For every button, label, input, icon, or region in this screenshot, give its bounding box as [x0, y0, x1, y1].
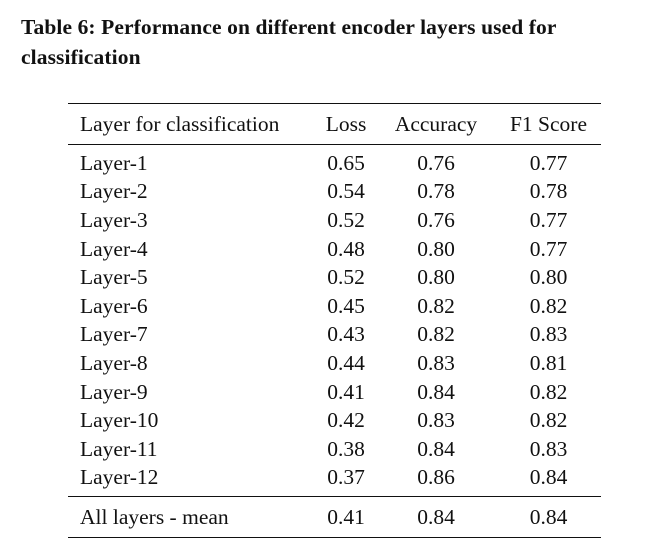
table-row: Layer-9 0.41 0.84 0.82	[68, 378, 601, 407]
cell-accuracy: 0.80	[417, 265, 455, 290]
header-layer: Layer for classification	[80, 111, 280, 136]
cell-layer: Layer-10	[80, 408, 159, 433]
cell-loss: 0.43	[327, 322, 365, 347]
cell-f1-score: 0.82	[529, 379, 568, 404]
table-row: Layer-11 0.38 0.84 0.83	[68, 435, 601, 464]
cell-f1-score: 0.83	[529, 322, 568, 347]
cell-f1-score: 0.77	[529, 236, 568, 261]
cell-accuracy: 0.84	[417, 379, 455, 404]
table-row: Layer-7 0.43 0.82 0.83	[68, 321, 601, 350]
cell-f1-score: 0.82	[529, 293, 568, 318]
footer-loss: 0.41	[327, 504, 365, 529]
table-footer-row: All layers - mean 0.41 0.84 0.84	[68, 497, 601, 537]
caption-line-2: classification	[21, 45, 141, 69]
cell-layer: Layer-7	[80, 322, 148, 347]
results-table: Layer for classification Loss Accuracy F…	[68, 103, 601, 539]
table-row: Layer-12 0.37 0.86 0.84	[68, 464, 601, 493]
cell-loss: 0.45	[327, 293, 365, 318]
cell-loss: 0.37	[327, 465, 365, 490]
cell-layer: Layer-11	[80, 436, 158, 461]
cell-layer: Layer-12	[80, 465, 159, 490]
footer-label: All layers - mean	[80, 504, 229, 529]
cell-loss: 0.44	[327, 350, 365, 375]
footer-f1-score: 0.84	[529, 504, 568, 529]
cell-loss: 0.65	[327, 150, 365, 175]
cell-f1-score: 0.83	[529, 436, 568, 461]
cell-layer: Layer-6	[80, 293, 148, 318]
cell-loss: 0.52	[327, 207, 365, 232]
cell-accuracy: 0.83	[417, 408, 455, 433]
table-row: Layer-1 0.65 0.76 0.77	[68, 149, 601, 178]
cell-accuracy: 0.83	[417, 350, 455, 375]
table-row: Layer-10 0.42 0.83 0.82	[68, 406, 601, 435]
bottom-rule	[68, 537, 601, 539]
cell-layer: Layer-8	[80, 350, 148, 375]
cell-accuracy: 0.80	[417, 236, 455, 261]
table-row: Layer-8 0.44 0.83 0.81	[68, 349, 601, 378]
cell-loss: 0.42	[327, 408, 365, 433]
cell-accuracy: 0.82	[417, 293, 455, 318]
cell-f1-score: 0.82	[529, 408, 568, 433]
table-header-row: Layer for classification Loss Accuracy F…	[68, 104, 601, 144]
table-row: Layer-4 0.48 0.80 0.77	[68, 235, 601, 264]
footer-rule	[68, 496, 601, 498]
cell-f1-score: 0.84	[529, 465, 568, 490]
cell-layer: Layer-1	[80, 150, 148, 175]
cell-layer: Layer-4	[80, 236, 148, 261]
cell-f1-score: 0.81	[529, 350, 568, 375]
table-caption: Table 6: Performance on different encode…	[21, 12, 651, 72]
cell-layer: Layer-9	[80, 379, 148, 404]
cell-loss: 0.41	[327, 379, 365, 404]
cell-accuracy: 0.82	[417, 322, 455, 347]
cell-accuracy: 0.86	[417, 465, 455, 490]
header-accuracy: Accuracy	[394, 111, 478, 136]
footer-accuracy: 0.84	[417, 504, 455, 529]
cell-layer: Layer-5	[80, 265, 148, 290]
table-row: Layer-5 0.52 0.80 0.80	[68, 263, 601, 292]
header-f1-score: F1 Score	[509, 111, 588, 136]
cell-accuracy: 0.76	[417, 150, 455, 175]
table-row: Layer-3 0.52 0.76 0.77	[68, 206, 601, 235]
cell-accuracy: 0.84	[417, 436, 455, 461]
cell-layer: Layer-2	[80, 179, 148, 204]
cell-f1-score: 0.77	[529, 150, 568, 175]
cell-f1-score: 0.80	[529, 265, 568, 290]
cell-layer: Layer-3	[80, 207, 148, 232]
cell-loss: 0.48	[327, 236, 365, 261]
table-row: Layer-2 0.54 0.78 0.78	[68, 178, 601, 207]
cell-accuracy: 0.76	[417, 207, 455, 232]
top-rule	[68, 103, 601, 104]
table-row: Layer-6 0.45 0.82 0.82	[68, 292, 601, 321]
cell-accuracy: 0.78	[417, 179, 455, 204]
caption-line-1: Table 6: Performance on different encode…	[21, 15, 557, 39]
header-loss: Loss	[325, 111, 367, 136]
cell-f1-score: 0.78	[529, 179, 568, 204]
header-rule	[68, 144, 601, 145]
cell-loss: 0.38	[327, 436, 365, 461]
cell-loss: 0.52	[327, 265, 365, 290]
cell-loss: 0.54	[327, 179, 365, 204]
cell-f1-score: 0.77	[529, 207, 568, 232]
table-body: Layer-1 0.65 0.76 0.77 Layer-2 0.54 0.78 0.78 La…	[68, 145, 601, 496]
